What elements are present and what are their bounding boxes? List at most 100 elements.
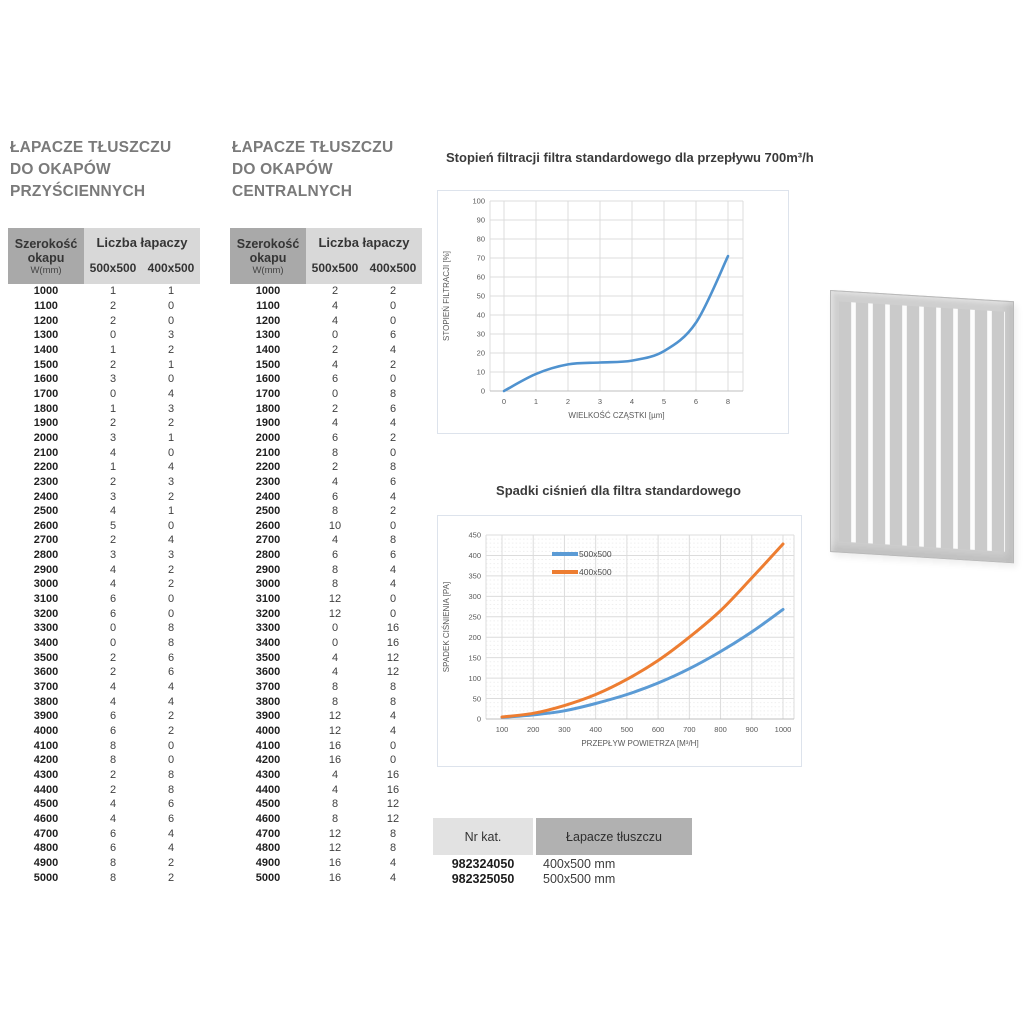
y-tick-label: 50 [473, 694, 481, 703]
count-500x500: 12 [328, 827, 342, 840]
hood-width-value: 4100 [255, 739, 281, 752]
x-tick-label: 400 [589, 725, 602, 734]
count-500x500: 3 [109, 431, 117, 444]
y-tick-label: 40 [477, 311, 485, 320]
table-body: 1000 2 2 1100 4 0 1200 4 0 1300 0 6 1400 2 4 1500 4 2 1600… [230, 284, 422, 885]
count-400x500: 4 [389, 856, 397, 869]
count-500x500: 8 [331, 563, 339, 576]
count-500x500: 2 [331, 461, 339, 474]
header-400x500: 400x500 [369, 261, 417, 275]
table-row: 2700 2 4 [8, 533, 200, 548]
count-400x500: 0 [389, 519, 397, 532]
table-row: 4400 4 16 [230, 782, 422, 797]
central-hoods-table: Szerokość okapu W(mm) Liczba łapaczy 500… [230, 228, 422, 885]
x-tick-label: 5 [662, 397, 666, 406]
count-500x500: 6 [331, 431, 339, 444]
count-500x500: 16 [328, 739, 342, 752]
hood-width-value: 3000 [33, 578, 59, 591]
count-400x500: 8 [389, 681, 397, 694]
count-500x500: 8 [331, 681, 339, 694]
hood-width-value: 3800 [33, 695, 59, 708]
table-row: 1200 4 0 [230, 313, 422, 328]
hood-width-value: 4700 [33, 827, 59, 840]
filtration-chart-svg: 0 10 20 30 40 50 60 70 80 90 100 0 1 2 3 4 5 6 8 WIELKOŚĆ C… [442, 197, 744, 420]
count-400x500: 2 [167, 578, 175, 591]
hood-width-value: 3100 [33, 593, 59, 606]
count-500x500: 4 [109, 446, 117, 459]
count-400x500: 0 [389, 314, 397, 327]
header-text: W(mm) [30, 264, 62, 276]
count-500x500: 16 [328, 871, 342, 884]
count-400x500: 2 [389, 285, 397, 298]
x-tick-label: 800 [714, 725, 727, 734]
series-line-400x500 [500, 542, 785, 719]
count-500x500: 4 [109, 505, 117, 518]
hood-width-value: 2800 [255, 549, 281, 562]
hood-width-value: 2400 [255, 490, 281, 503]
table-row: 3900 12 4 [230, 709, 422, 724]
table-row: 4400 2 8 [8, 782, 200, 797]
x-tick-label: 6 [694, 397, 698, 406]
count-500x500: 8 [331, 798, 339, 811]
count-500x500: 0 [109, 637, 117, 650]
hood-width-value: 4400 [33, 783, 59, 796]
filtration-chart: 0 10 20 30 40 50 60 70 80 90 100 0 1 2 3 4 5 6 8 WIELKOŚĆ C… [437, 190, 789, 434]
table-row: 4300 2 8 [8, 768, 200, 783]
table-row: 5000 16 4 [230, 870, 422, 885]
count-400x500: 8 [167, 637, 175, 650]
x-tick-label: 100 [496, 725, 509, 734]
count-500x500: 12 [328, 607, 342, 620]
count-400x500: 2 [167, 871, 175, 884]
hood-width-value: 4800 [33, 842, 59, 855]
count-500x500: 4 [109, 681, 117, 694]
table-row: 1600 6 0 [230, 372, 422, 387]
y-tick-label: 30 [477, 330, 485, 339]
hood-width-value: 4700 [255, 827, 281, 840]
count-500x500: 4 [331, 768, 339, 781]
table-row: 2000 6 2 [230, 431, 422, 446]
x-tick-label: 3 [598, 397, 602, 406]
header-500x500: 500x500 [311, 261, 359, 275]
table-row: 2100 8 0 [230, 445, 422, 460]
count-400x500: 4 [389, 871, 397, 884]
hood-width-value: 1300 [255, 329, 281, 342]
count-400x500: 8 [389, 827, 397, 840]
table-row: 3600 4 12 [230, 665, 422, 680]
table-row: 2200 2 8 [230, 460, 422, 475]
count-400x500: 6 [389, 475, 397, 488]
table-row: 3100 12 0 [230, 592, 422, 607]
count-500x500: 10 [328, 519, 342, 532]
count-500x500: 0 [331, 387, 339, 400]
y-tick-label: 100 [472, 197, 485, 206]
count-500x500: 0 [331, 637, 339, 650]
count-500x500: 8 [331, 578, 339, 591]
count-400x500: 0 [167, 739, 175, 752]
count-400x500: 0 [167, 519, 175, 532]
count-500x500: 2 [331, 343, 339, 356]
table-row: 4500 4 6 [8, 797, 200, 812]
table-row: 2400 6 4 [230, 489, 422, 504]
table-row: 1500 4 2 [230, 357, 422, 372]
catalog-number: 982324050 [451, 856, 515, 871]
hood-width-value: 5000 [33, 871, 59, 884]
count-500x500: 3 [109, 490, 117, 503]
header-text: okapu [249, 250, 287, 265]
y-tick-label: 250 [468, 612, 481, 621]
y-axis-title: SPADEK CIŚNIENIA [PA] [442, 582, 451, 672]
hood-width-value: 3700 [33, 681, 59, 694]
table-row: 4600 8 12 [230, 812, 422, 827]
table-row: 1700 0 4 [8, 387, 200, 402]
table-row: 2400 3 2 [8, 489, 200, 504]
hood-width-value: 3900 [255, 710, 281, 723]
filter-frame [830, 290, 1014, 564]
hood-width-value: 3700 [255, 681, 281, 694]
count-500x500: 2 [109, 651, 117, 664]
hood-width-value: 4600 [33, 812, 59, 825]
hood-width-value: 2500 [255, 505, 281, 518]
hood-width-value: 4900 [33, 856, 59, 869]
table-row: 3000 4 2 [8, 577, 200, 592]
count-500x500: 4 [109, 695, 117, 708]
count-500x500: 4 [109, 578, 117, 591]
title-line: ŁAPACZE TŁUSZCZU [232, 139, 394, 156]
table-row: 4100 16 0 [230, 738, 422, 753]
